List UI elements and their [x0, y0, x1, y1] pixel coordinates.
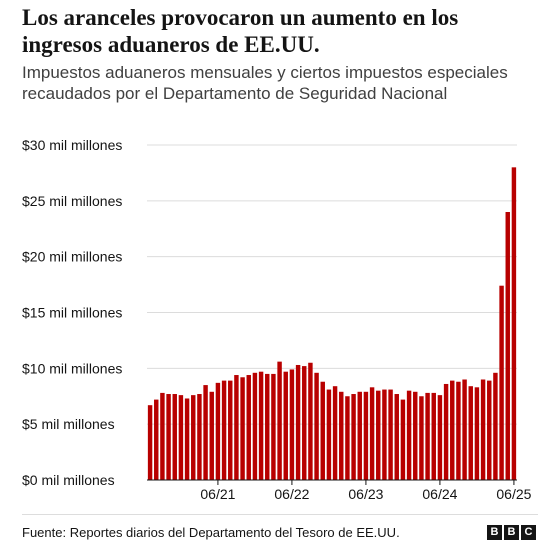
bar: [197, 394, 202, 480]
bar: [228, 380, 233, 480]
bar: [277, 361, 282, 480]
bar: [456, 381, 461, 480]
y-tick-label: $30 mil millones: [22, 137, 122, 153]
bar: [320, 381, 325, 480]
bar: [437, 395, 443, 480]
bar: [289, 369, 295, 480]
bar: [487, 380, 492, 480]
bar: [413, 391, 418, 480]
bar: [178, 395, 184, 480]
bar: [154, 399, 159, 480]
chart: $0 mil millones $5 mil millones $10 mil mi…: [22, 137, 532, 502]
bar: [308, 362, 313, 480]
bar: [450, 380, 455, 480]
bar: [203, 385, 208, 480]
source: Fuente: Reportes diarios del Departament…: [22, 525, 400, 540]
bar: [160, 392, 165, 480]
logo: B B C: [487, 525, 536, 540]
bar: [468, 386, 473, 480]
bar: [326, 389, 332, 480]
bar: [221, 380, 227, 480]
bar: [388, 389, 393, 480]
bar: [480, 379, 486, 480]
bar: [406, 390, 412, 480]
bar: [493, 372, 498, 480]
bar: [172, 394, 177, 480]
y-tick-label: $15 mil millones: [22, 305, 122, 321]
bar: [147, 405, 153, 480]
bar: [246, 375, 251, 480]
bar: [191, 395, 196, 480]
y-tick-label: $10 mil millones: [22, 360, 122, 376]
bar: [363, 391, 369, 480]
y-tick-label: $0 mil millones: [22, 472, 115, 488]
bar: [166, 394, 171, 480]
bar: [400, 399, 406, 480]
bar: [474, 387, 480, 480]
x-tick-label: 06/23: [348, 486, 383, 502]
bar: [369, 387, 375, 480]
footer-rule: [22, 514, 538, 515]
chart-subtitle: Impuestos aduaneros mensuales y ciertos …: [22, 63, 508, 103]
chart-title: Los aranceles provocaron un aumento en l…: [22, 5, 459, 57]
bar: [283, 371, 288, 480]
bar: [271, 373, 276, 480]
bar: [209, 391, 214, 480]
bar: [345, 396, 350, 480]
bar: [184, 398, 190, 480]
bar: [425, 392, 430, 480]
bar: [376, 390, 381, 480]
bar: [462, 379, 467, 480]
y-tick-label: $5 mil millones: [22, 416, 115, 432]
bar: [252, 372, 258, 480]
bar: [339, 391, 344, 480]
bar: [419, 396, 424, 480]
bar: [443, 383, 449, 480]
bar: [234, 375, 239, 480]
x-tick-label: 06/24: [422, 486, 457, 502]
bar: [505, 212, 510, 480]
logo-block: C: [521, 525, 536, 540]
bar: [265, 373, 270, 480]
bar: [314, 372, 319, 480]
logo-block: B: [487, 525, 502, 540]
bar: [240, 377, 245, 480]
x-tick-label: 06/22: [274, 486, 309, 502]
bar: [258, 371, 264, 480]
bar: [295, 364, 301, 480]
logo-block: B: [504, 525, 519, 540]
x-tick-label: 06/25: [496, 486, 531, 502]
bar: [215, 382, 221, 480]
bar: [302, 366, 307, 480]
bar: [499, 285, 504, 480]
y-tick-label: $20 mil millones: [22, 249, 122, 265]
bar: [394, 394, 399, 480]
bar: [351, 394, 356, 480]
bar: [357, 391, 362, 480]
bar: [511, 167, 517, 481]
bar: [332, 386, 338, 480]
bar: [431, 392, 436, 480]
bar: [382, 389, 387, 480]
x-tick-label: 06/21: [200, 486, 235, 502]
y-tick-label: $25 mil millones: [22, 193, 122, 209]
